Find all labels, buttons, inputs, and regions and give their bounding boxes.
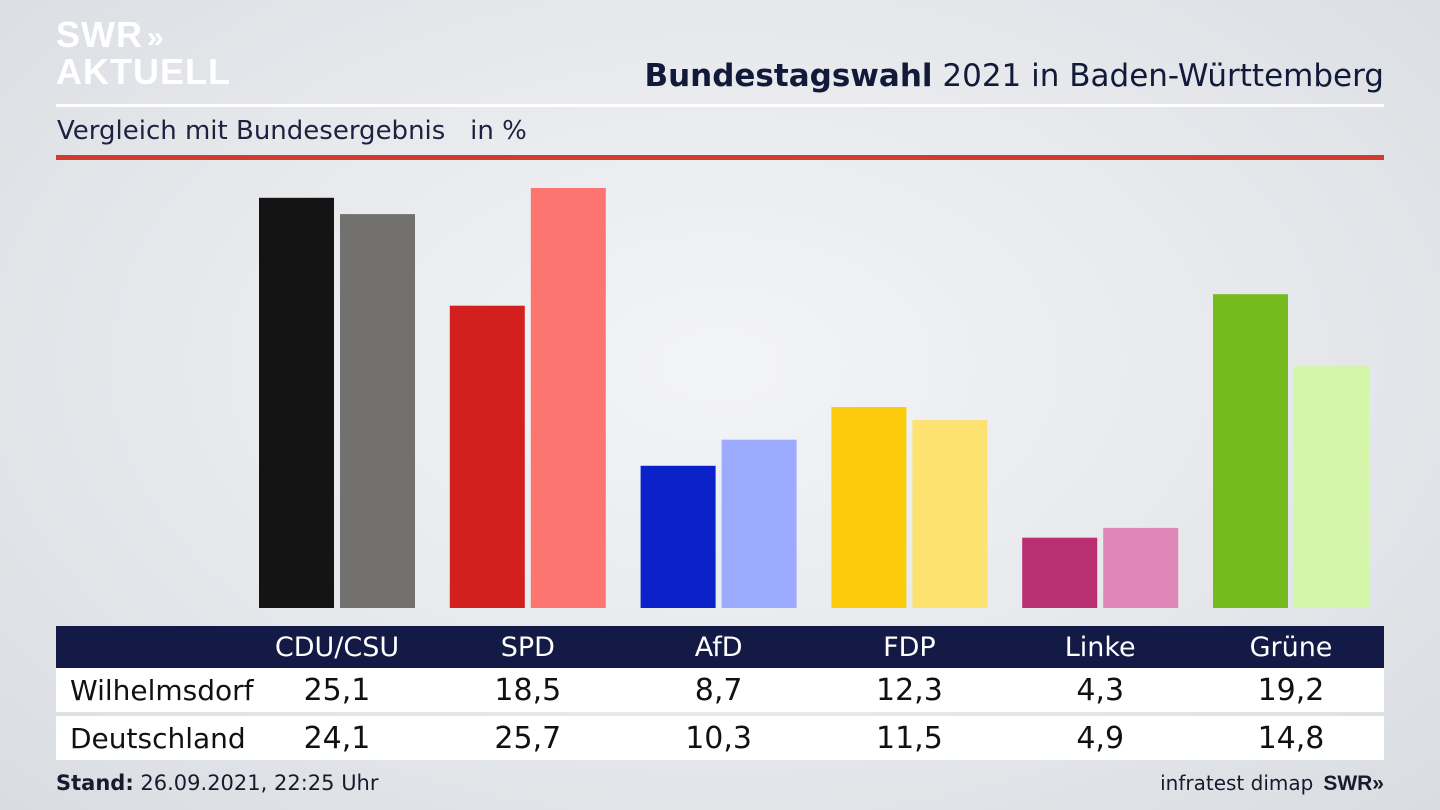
row-label-deutschland: Deutschland (70, 721, 246, 755)
bar-grüne-wilhelmsdorf (1213, 294, 1288, 608)
table-header: CDU/CSU SPD AfD FDP Linke Grüne (56, 626, 1384, 668)
bar-linke-wilhelmsdorf (1022, 537, 1098, 608)
bar-linke-deutschland (1103, 527, 1179, 608)
table-row: Wilhelmsdorf 25,1 18,5 8,7 12,3 4,3 19,2 (56, 668, 1384, 712)
swr-footer-logo: SWR» (1323, 772, 1384, 795)
source-credit: infratest dimap SWR» (1160, 771, 1384, 796)
table-cell-value: 10,3 (685, 720, 752, 756)
column-header: SPD (500, 631, 555, 663)
column-header: Linke (1064, 631, 1136, 663)
title-rest: 2021 in Baden-Württemberg (942, 58, 1384, 94)
table-cell-value: 4,9 (1076, 720, 1125, 756)
table-cell-value: 14,8 (1257, 720, 1325, 756)
subtitle-divider-red (56, 155, 1384, 160)
table-cell-value: 12,3 (875, 672, 943, 708)
timestamp: Stand: 26.09.2021, 22:25 Uhr (56, 771, 379, 795)
table-cell-value: 4,3 (1076, 672, 1125, 708)
title-divider (56, 104, 1384, 107)
bar-cdu-csu-wilhelmsdorf (259, 197, 334, 609)
table-cell-value: 19,2 (1257, 672, 1325, 708)
results-table: CDU/CSU SPD AfD FDP Linke Grüne Wilhelmsdorf … (56, 626, 1384, 760)
bar-fdp-wilhelmsdorf (831, 407, 907, 608)
chart-subtitle: Vergleich mit Bundesergebnis in % (57, 116, 527, 146)
bar-cdu-csu-deutschland (340, 214, 415, 608)
table-cell-value: 24,1 (303, 720, 371, 756)
logo-aktuell-text: AKTUELL (56, 51, 231, 92)
column-header: FDP (883, 631, 936, 663)
page-title: Bundestagswahl 2021 in Baden-Württemberg (644, 58, 1384, 94)
table-cell-value: 8,7 (694, 672, 743, 708)
logo-swr-text: SWR (56, 14, 143, 55)
table-row: Deutschland 24,1 25,7 10,3 11,5 4,9 14,8 (56, 716, 1384, 760)
swr-aktuell-logo: SWR» AKTUELL (56, 17, 231, 92)
column-header: AfD (694, 631, 743, 663)
table-cell-value: 11,5 (875, 720, 943, 756)
table-cell-value: 18,5 (494, 672, 562, 708)
subtitle-text: Vergleich mit Bundesergebnis (57, 116, 446, 146)
column-header: Grüne (1249, 631, 1333, 663)
bar-afd-wilhelmsdorf (640, 465, 716, 608)
stand-value: 26.09.2021, 22:25 Uhr (140, 771, 379, 795)
source-text: infratest dimap (1160, 771, 1314, 795)
bar-grüne-deutschland (1294, 366, 1369, 608)
unit-label: in % (470, 116, 527, 146)
table-cell-value: 25,1 (303, 672, 371, 708)
bar-fdp-deutschland (912, 420, 988, 608)
table-cell-value: 25,7 (494, 720, 562, 756)
stand-label: Stand: (56, 771, 134, 795)
title-bold: Bundestagswahl (644, 58, 933, 94)
bar-spd-deutschland (530, 188, 606, 608)
bar-spd-wilhelmsdorf (449, 305, 525, 608)
bar-afd-deutschland (721, 439, 797, 608)
column-header: CDU/CSU (274, 631, 400, 663)
row-label-wilhelmsdorf: Wilhelmsdorf (70, 673, 254, 707)
